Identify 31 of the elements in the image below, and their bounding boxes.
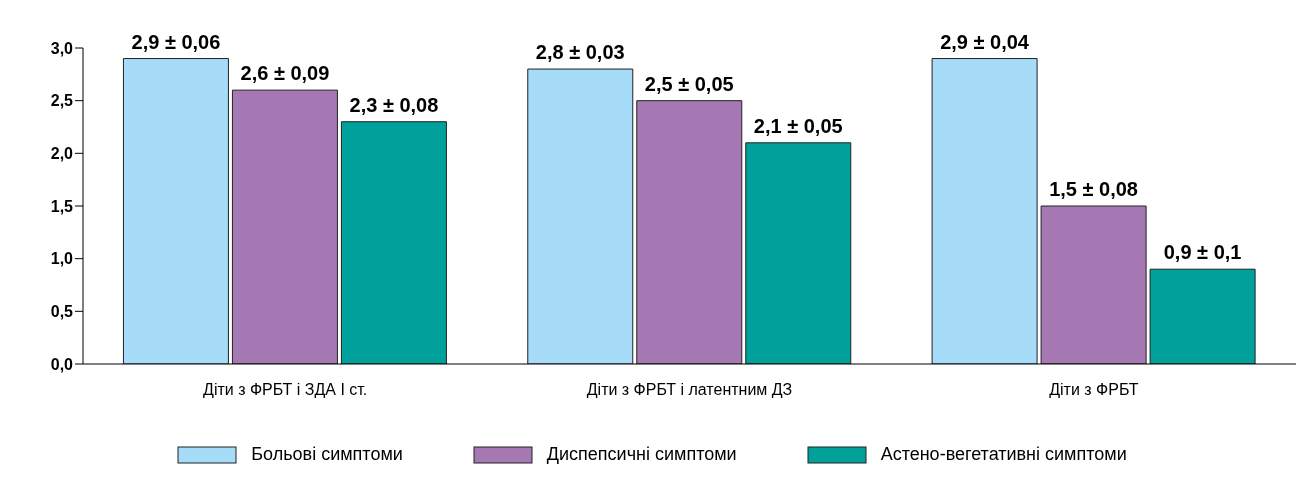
legend-label: Диспепсичні симптоми	[545, 444, 737, 465]
data-label: 0,9 ± 0,1	[1163, 241, 1242, 264]
legend-label: Больові симптоми	[250, 444, 403, 465]
y-tick-label: 3,0	[50, 39, 74, 57]
bar	[527, 68, 634, 364]
y-tick-label: 1,0	[50, 250, 74, 268]
y-tick-label: 2,0	[50, 145, 74, 163]
bar	[1149, 268, 1256, 364]
bar	[745, 142, 852, 364]
bar	[931, 58, 1038, 364]
data-label: 2,1 ± 0,05	[753, 114, 843, 137]
y-tick-label: 1,5	[50, 197, 74, 215]
data-label: 1,5 ± 0,08	[1049, 178, 1139, 200]
x-tick-label: Діти з ФРБТ і латентним ДЗ	[586, 381, 793, 399]
bar	[636, 100, 743, 364]
y-tick-label: 0,5	[50, 303, 74, 321]
y-tick-label: 2,5	[50, 92, 74, 110]
bar	[1040, 205, 1147, 364]
x-tick-label: Діти з ФРБТ і ЗДА I ст.	[203, 381, 368, 399]
data-label: 2,5 ± 0,05	[644, 72, 734, 95]
bar	[231, 89, 338, 364]
data-label: 2,6 ± 0,09	[240, 62, 330, 85]
bar	[340, 121, 447, 364]
bar	[122, 58, 229, 364]
data-label: 2,8 ± 0,03	[535, 41, 625, 64]
data-label: 2,3 ± 0,08	[349, 93, 439, 116]
data-label: 2,9 ± 0,06	[131, 30, 221, 53]
legend-label: Астено-вегетативні симптоми	[879, 444, 1127, 465]
y-tick-label: 0,0	[50, 355, 74, 373]
data-label: 2,9 ± 0,04	[940, 30, 1030, 53]
x-tick-label: Діти з ФРБТ	[1049, 381, 1139, 399]
